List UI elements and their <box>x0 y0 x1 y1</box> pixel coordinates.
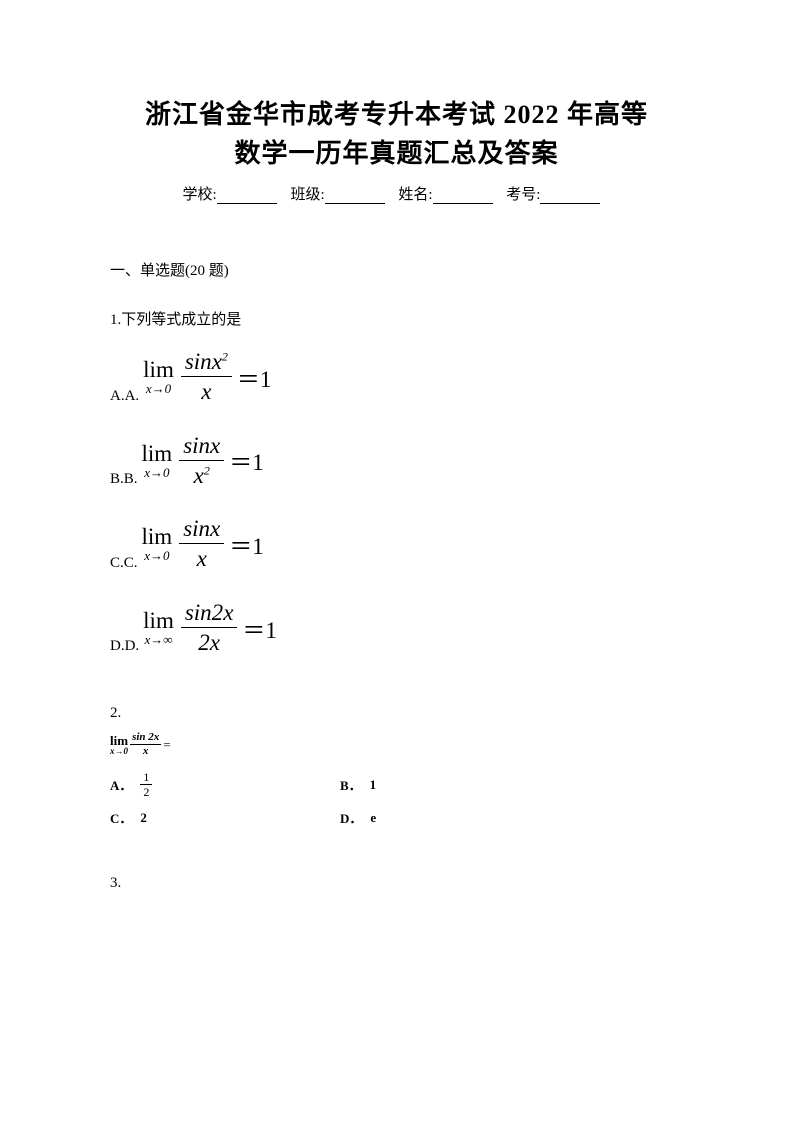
question-2: 2. lim x→0 sin 2x x = A． 1 2 B． 1 <box>110 705 683 827</box>
formula-c: lim x→0 sinx x ＝1 <box>142 516 264 572</box>
title-line-2: 数学一历年真题汇总及答案 <box>110 134 683 173</box>
q1-option-c: C.C. lim x→0 sinx x ＝1 <box>110 516 683 572</box>
q1-option-d: D.D. lim x→∞ sin2x 2x ＝1 <box>110 600 683 656</box>
q2-options: A． 1 2 B． 1 C． 2 D． e <box>110 771 683 827</box>
option-c-label: C.C. <box>110 555 138 572</box>
school-blank <box>217 188 277 204</box>
school-label: 学校: <box>183 183 217 204</box>
q2-option-a: A． 1 2 <box>110 771 340 798</box>
document-title: 浙江省金华市成考专升本考试 2022 年高等 数学一历年真题汇总及答案 <box>110 95 683 173</box>
formula-d: lim x→∞ sin2x 2x ＝1 <box>143 600 277 656</box>
class-label: 班级: <box>290 183 324 204</box>
q3-label: 3. <box>110 875 683 892</box>
q2-formula: lim x→0 sin 2x x = <box>110 732 171 757</box>
name-blank <box>433 188 493 204</box>
formula-b: lim x→0 sinx x2 ＝1 <box>142 433 264 489</box>
q2-label: 2. <box>110 705 683 722</box>
question-1-prompt: 1.下列等式成立的是 <box>110 308 683 329</box>
q2-option-d: D． e <box>340 808 376 827</box>
option-a-label: A.A. <box>110 388 139 405</box>
q2-option-b: B． 1 <box>340 771 376 798</box>
student-info-row: 学校: 班级: 姓名: 考号: <box>110 183 683 204</box>
id-blank <box>540 188 600 204</box>
title-line-1: 浙江省金华市成考专升本考试 2022 年高等 <box>110 95 683 134</box>
id-label: 考号: <box>506 183 540 204</box>
option-b-label: B.B. <box>110 471 138 488</box>
q1-option-a: A.A. lim x→0 sinx2 x ＝1 <box>110 349 683 405</box>
name-label: 姓名: <box>398 183 432 204</box>
q1-option-b: B.B. lim x→0 sinx x2 ＝1 <box>110 433 683 489</box>
formula-a: lim x→0 sinx2 x ＝1 <box>143 349 271 405</box>
q2-option-c: C． 2 <box>110 808 340 827</box>
section-header: 一、单选题(20 题) <box>110 259 683 280</box>
class-blank <box>325 188 385 204</box>
option-d-label: D.D. <box>110 638 139 655</box>
question-3: 3. <box>110 875 683 892</box>
